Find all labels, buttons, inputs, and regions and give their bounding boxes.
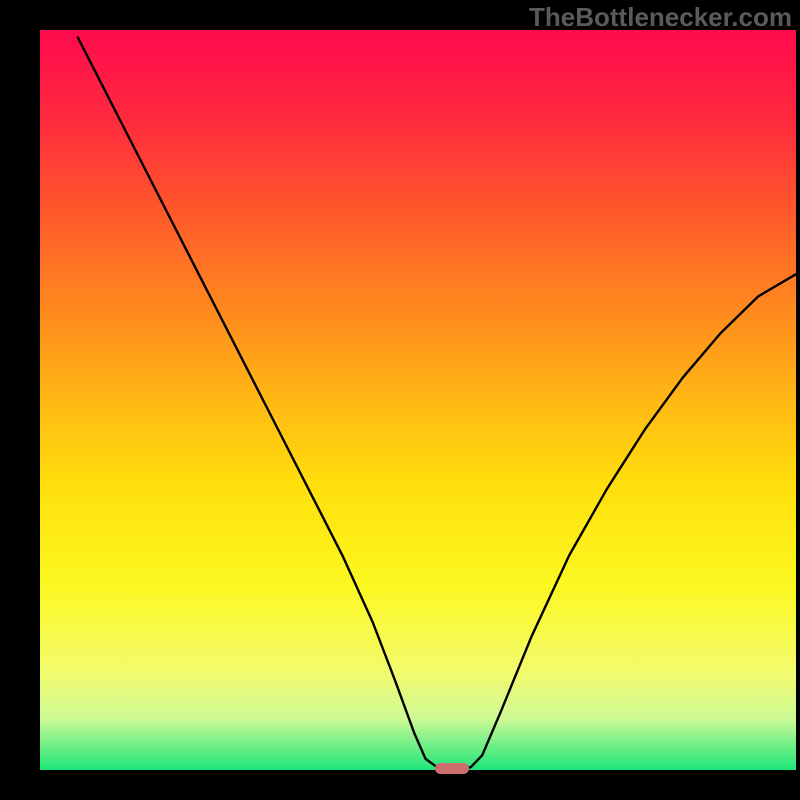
bottleneck-curve bbox=[40, 30, 796, 770]
chart-stage: TheBottlenecker.com bbox=[0, 0, 800, 800]
plot-gradient-area bbox=[40, 30, 796, 770]
watermark-text: TheBottlenecker.com bbox=[529, 2, 792, 33]
optimal-point-marker bbox=[435, 763, 470, 775]
